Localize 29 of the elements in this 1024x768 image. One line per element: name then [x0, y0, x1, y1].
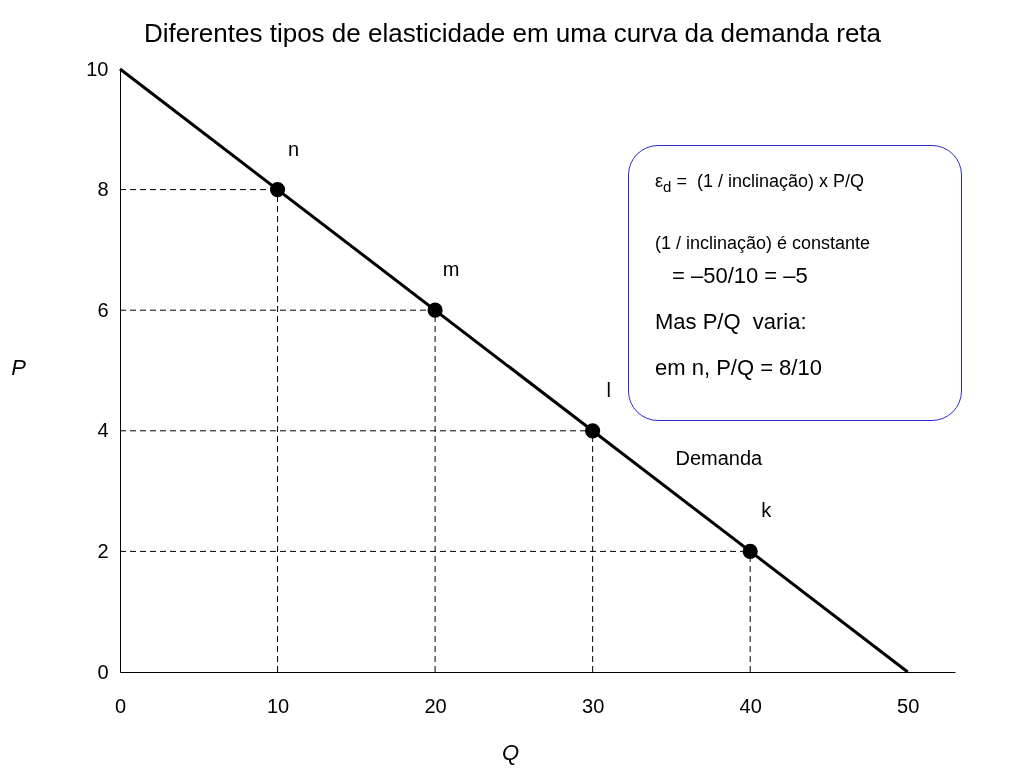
annotation: l: [606, 378, 611, 401]
annotation: (1 / inclinação) é constante: [655, 231, 871, 255]
point: [585, 423, 601, 439]
y-tick-label: 0: [97, 660, 109, 683]
y-axis-title: P: [11, 354, 27, 380]
y-tick-label: 8: [97, 178, 109, 201]
y-tick-label: 10: [86, 57, 109, 80]
x-tick-label: 20: [424, 694, 447, 717]
series-label: Demanda: [675, 447, 764, 470]
annotation: = –50/10 = –5: [672, 262, 808, 290]
y-tick-label: 6: [97, 298, 109, 321]
point: [269, 182, 286, 198]
chart-title: Diferentes tipos de elasticidade em uma curva da demanda reta: [143, 18, 882, 48]
x-tick-label: 50: [897, 694, 920, 717]
annotation: m: [442, 258, 460, 281]
annotation: n: [287, 137, 300, 160]
annotation: k: [761, 499, 773, 522]
y-tick-label: 2: [97, 539, 109, 562]
x-tick-label: 30: [582, 694, 605, 717]
x-axis-title: Q: [501, 739, 520, 765]
annotation: ε$_{d}$ = (1 / inclinação) x P/Q: [655, 169, 864, 197]
point: [427, 302, 443, 318]
y-tick-label: 4: [97, 419, 109, 442]
x-tick-label: 10: [266, 694, 290, 717]
x-tick-label: 40: [739, 694, 762, 717]
annotation: Mas P/Q varia:: [655, 308, 807, 336]
annotation: em n, P/Q = 8/10: [655, 354, 822, 382]
point: [742, 543, 758, 559]
x-tick-label: 0: [114, 694, 127, 717]
